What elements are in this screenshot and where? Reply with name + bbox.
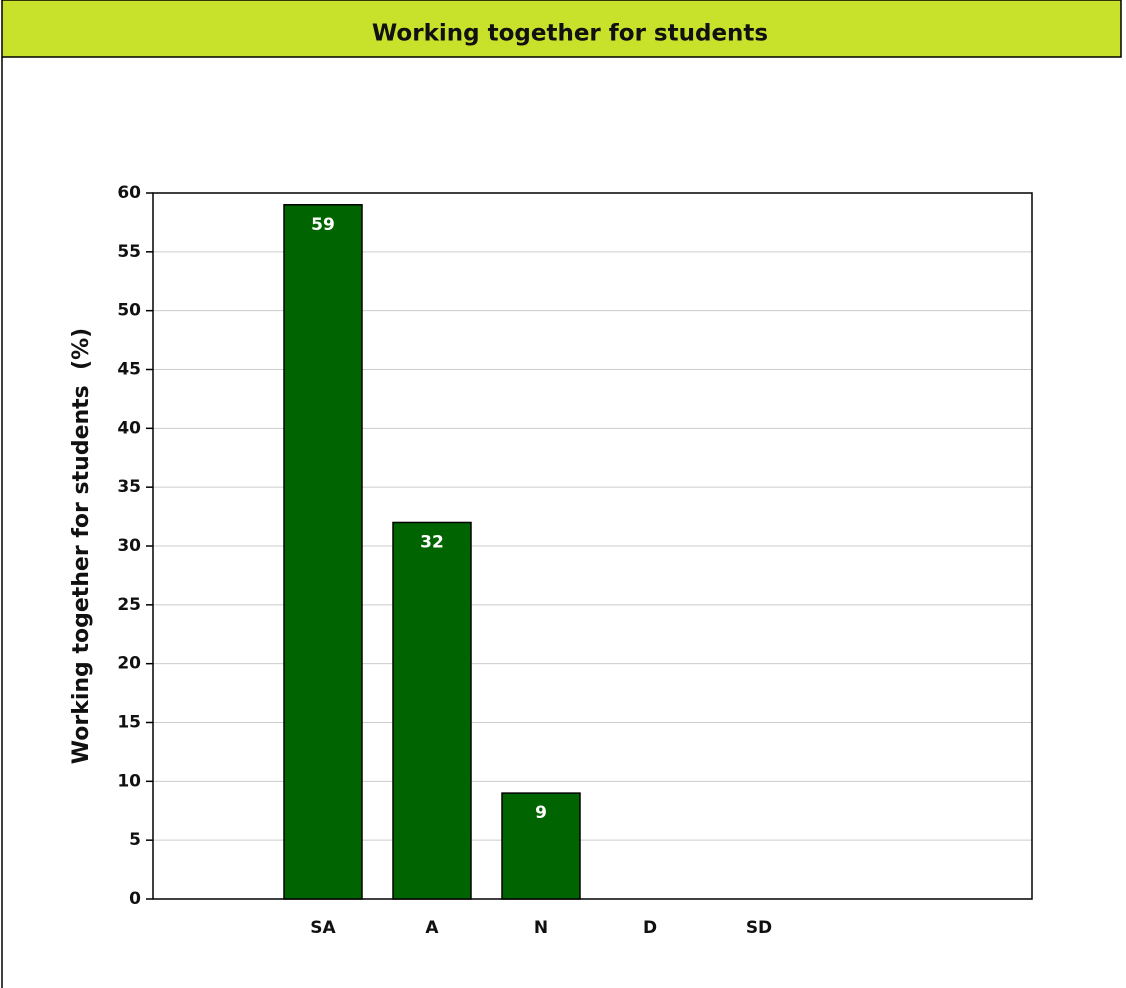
y-tick-label: 55: [117, 242, 141, 262]
plot-frame: [152, 192, 1033, 900]
value-label: 32: [420, 532, 444, 552]
x-tick-label: A: [425, 918, 439, 938]
value-label: 9: [535, 803, 547, 823]
bar: [501, 792, 581, 900]
x-tick-label: N: [534, 918, 548, 938]
y-tick-label: 25: [117, 595, 141, 615]
y-tick-label: 60: [117, 183, 141, 203]
y-tick-label: 10: [117, 771, 141, 791]
value-label: 59: [311, 215, 335, 235]
y-tick-label: 40: [117, 418, 141, 438]
y-tick-label: 0: [129, 889, 141, 909]
x-tick-label: D: [643, 918, 657, 938]
y-tick-label: 35: [117, 477, 141, 497]
bar: [283, 204, 363, 900]
y-tick-label: 5: [129, 830, 141, 850]
bar: [392, 521, 472, 900]
x-tick-label: SD: [746, 918, 772, 938]
y-tick-label: 30: [117, 536, 141, 556]
x-tick-label: SA: [310, 918, 336, 938]
chart-title: Working together for students: [372, 21, 768, 47]
y-tick-label: 20: [117, 654, 141, 674]
title-bar: [1, 0, 1122, 58]
y-tick-label: 50: [117, 301, 141, 321]
y-tick-label: 15: [117, 713, 141, 733]
y-tick-label: 45: [117, 360, 141, 380]
y-axis-label: Working together for students (%): [69, 328, 94, 764]
